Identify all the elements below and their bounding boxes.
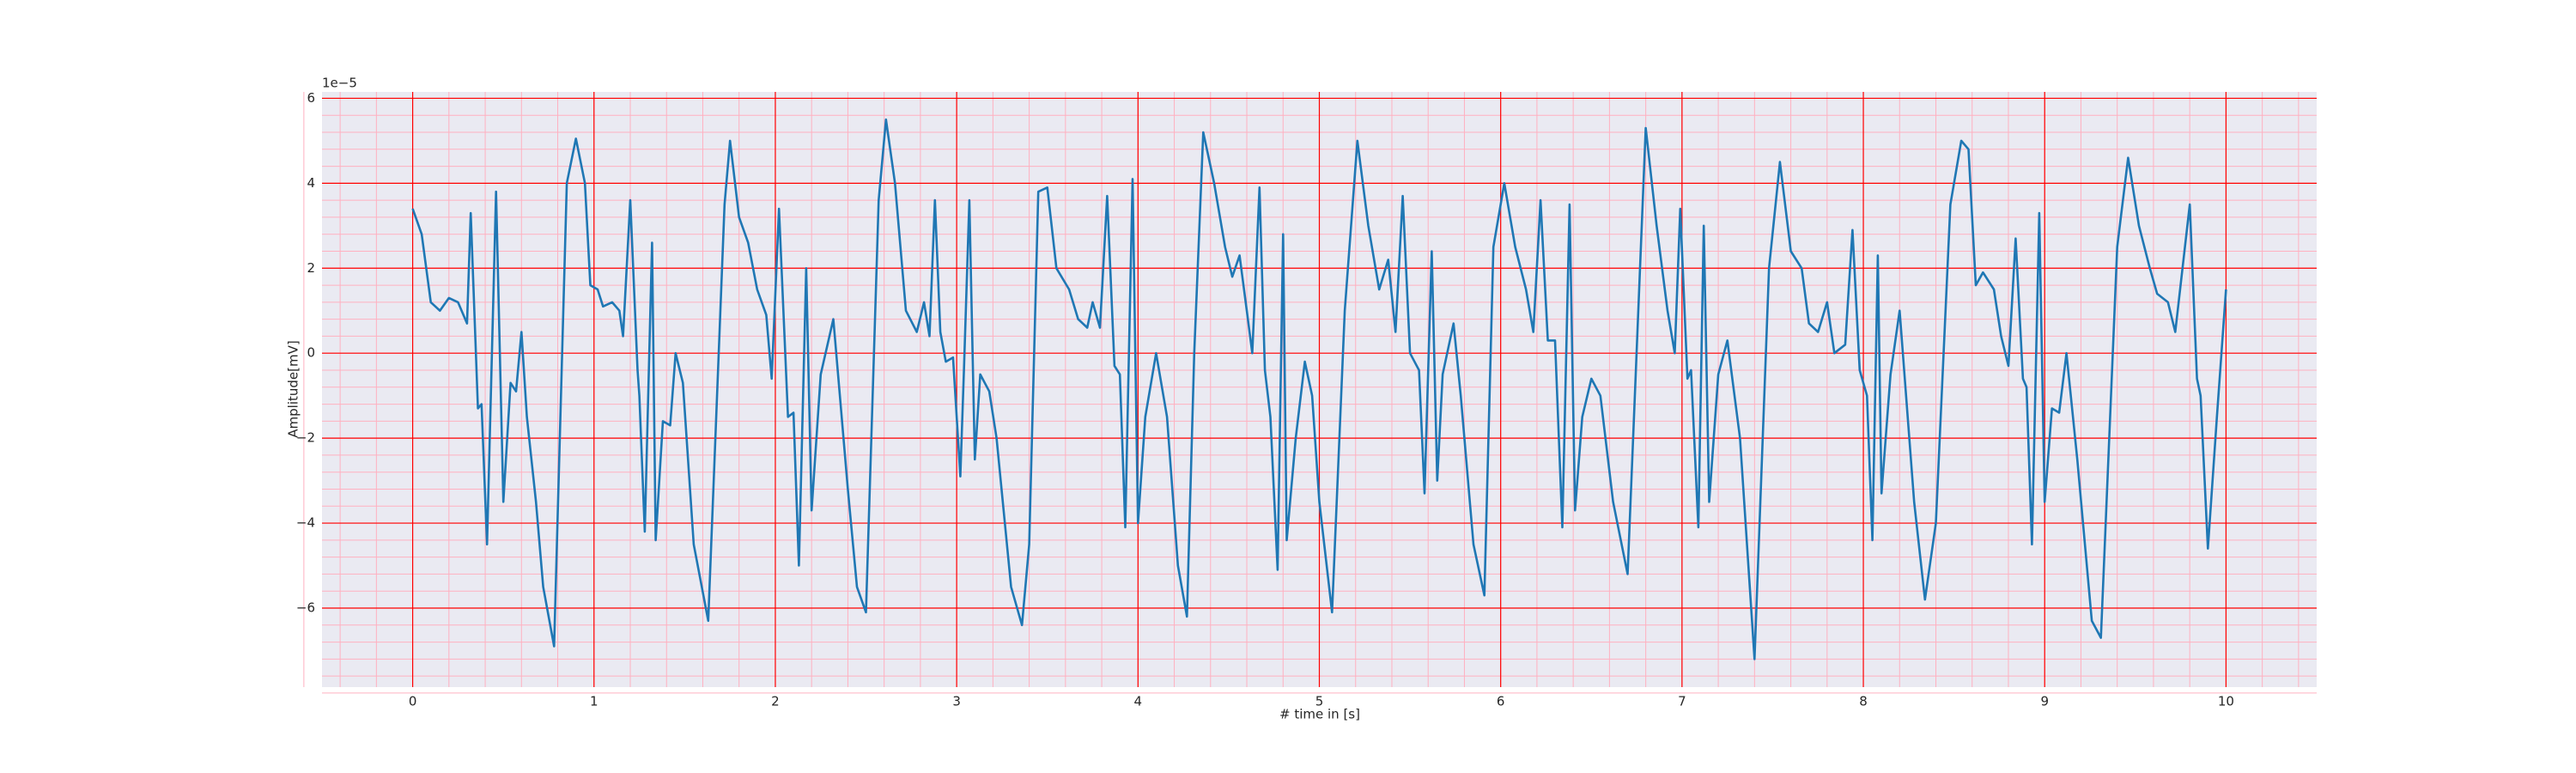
y-tick-label: −4	[296, 515, 315, 531]
signal-line	[411, 118, 2227, 660]
grid	[303, 92, 2317, 694]
y-axis-label: Amplitude[mV]	[286, 340, 301, 437]
y-tick-label: 6	[307, 90, 315, 106]
y-tick-label: 2	[307, 260, 315, 276]
x-tick-label: 4	[1134, 694, 1143, 709]
x-tick-label: 10	[2218, 694, 2234, 709]
x-tick-label: 2	[771, 694, 780, 709]
x-tick-label: 8	[1859, 694, 1868, 709]
y-tick-label: 4	[307, 175, 315, 191]
x-tick-label: 1	[590, 694, 598, 709]
x-tick-label: 3	[952, 694, 961, 709]
x-axis-label: # time in [s]	[1279, 707, 1360, 722]
x-tick-label: 5	[1315, 694, 1324, 709]
y-tick-label: −2	[296, 430, 315, 446]
x-tick-label: 0	[409, 694, 417, 709]
y-tick-label: −6	[296, 600, 315, 615]
x-tick-label: 6	[1497, 694, 1505, 709]
x-tick-label: 7	[1678, 694, 1686, 709]
y-offset-label: 1e−5	[322, 76, 357, 91]
y-tick-label: 0	[307, 345, 315, 361]
x-tick-label: 9	[2040, 694, 2049, 709]
